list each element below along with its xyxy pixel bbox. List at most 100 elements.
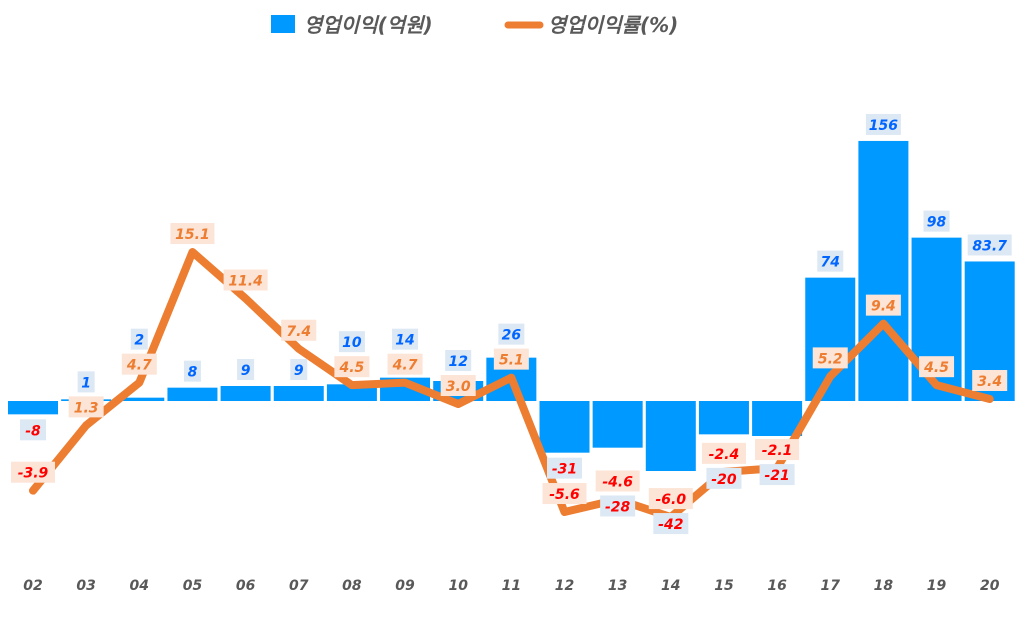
bar-label-06-bg xyxy=(237,358,255,380)
bar-label-02-bg xyxy=(20,419,46,441)
legend-bar-swatch xyxy=(271,15,295,33)
bar-07 xyxy=(273,385,324,401)
bar-label-15-bg xyxy=(706,467,742,489)
x-tick-10: 10 xyxy=(448,578,468,594)
line-label-17-text: 5.2 xyxy=(818,351,843,367)
bar-label-14-bg xyxy=(653,513,689,535)
line-label-13-text: -4.6 xyxy=(602,474,633,490)
bar-label-14-text: -42 xyxy=(658,517,683,533)
bar-label-20-text: 83.7 xyxy=(972,238,1007,254)
x-tick-06: 06 xyxy=(236,578,256,594)
bar-label-13-bg xyxy=(600,495,636,517)
line-label-15-bg xyxy=(701,442,746,464)
line-label-15: -2.4 xyxy=(701,442,746,464)
line-label-10-text: 3.0 xyxy=(446,379,471,395)
line-label-03-text: 1.3 xyxy=(74,400,99,416)
line-label-18-bg xyxy=(865,294,901,316)
bar-05 xyxy=(167,387,218,401)
line-label-02-text: -3.9 xyxy=(18,466,49,482)
x-axis-ticks: 02 03 04 05 06 07 08 09 10 11 12 13 14 15 16 17 18 19 20 xyxy=(23,578,999,594)
line-profit-margin xyxy=(29,248,994,522)
line-label-16-text: -2.1 xyxy=(762,443,793,459)
x-tick-17: 17 xyxy=(821,578,841,594)
bar-12 xyxy=(539,401,590,453)
line-label-14-bg xyxy=(648,488,693,510)
line-label-11-bg xyxy=(493,348,529,370)
line-label-04-bg xyxy=(121,353,157,375)
legend: 영업이익(억원) 영업이익률(%) xyxy=(271,13,678,37)
x-tick-03: 03 xyxy=(76,578,95,594)
line-label-04-text: 4.7 xyxy=(126,358,152,374)
bar-label-08: 10 xyxy=(338,331,365,353)
bar-label-19: 98 xyxy=(923,210,950,232)
line-label-19-text: 4.5 xyxy=(923,360,949,376)
bar-label-12-bg xyxy=(547,457,582,479)
x-tick-14: 14 xyxy=(661,578,680,594)
x-tick-20: 20 xyxy=(980,578,1000,594)
line-label-10-bg xyxy=(440,375,476,397)
bar-label-14: -42 xyxy=(653,513,689,535)
bar-label-05-text: 8 xyxy=(188,365,198,381)
line-label-20: 3.4 xyxy=(972,369,1008,391)
x-tick-15: 15 xyxy=(714,578,734,594)
line-label-17: 5.2 xyxy=(812,347,848,369)
bar-label-09-bg xyxy=(392,328,419,350)
bar-label-11-bg xyxy=(498,323,525,345)
x-tick-19: 19 xyxy=(927,578,947,594)
bar-label-16: -21 xyxy=(759,464,795,486)
line-label-12-bg xyxy=(542,483,587,505)
bar-label-18-text: 156 xyxy=(869,118,898,134)
line-label-05-bg xyxy=(170,223,215,245)
line-label-08-bg xyxy=(334,356,370,378)
bar-06 xyxy=(220,385,271,401)
bar-label-04: 2 xyxy=(130,328,148,350)
bar-label-20: 83.7 xyxy=(967,234,1012,256)
bar-label-07: 9 xyxy=(290,358,308,380)
line-label-09: 4.7 xyxy=(387,353,423,375)
line-label-19: 4.5 xyxy=(919,356,955,378)
bar-label-20-bg xyxy=(967,234,1012,256)
bar-label-11: 26 xyxy=(498,323,525,345)
line-series xyxy=(29,248,994,522)
bar-02 xyxy=(8,401,58,415)
bar-label-03-text: 1 xyxy=(81,375,91,391)
line-label-07-text: 7.4 xyxy=(286,324,311,340)
bar-18 xyxy=(858,140,909,401)
bar-series xyxy=(8,140,1015,472)
line-label-16: -2.1 xyxy=(755,439,800,461)
line-label-15-text: -2.4 xyxy=(709,447,740,463)
x-tick-07: 07 xyxy=(289,578,309,594)
bar-label-04-bg xyxy=(130,328,148,350)
bar-13 xyxy=(592,401,643,448)
bar-label-06: 9 xyxy=(237,358,255,380)
x-tick-13: 13 xyxy=(608,578,627,594)
line-label-09-text: 4.7 xyxy=(392,358,418,374)
x-tick-18: 18 xyxy=(874,578,894,594)
bar-label-18-bg xyxy=(865,113,901,135)
bar-label-17-text: 74 xyxy=(821,255,840,271)
bar-label-17: 74 xyxy=(817,250,844,272)
line-label-18-text: 9.4 xyxy=(871,299,896,315)
bar-label-19-bg xyxy=(923,210,950,232)
bar-label-11-text: 26 xyxy=(502,328,522,344)
line-label-06-text: 11.4 xyxy=(228,274,263,290)
bar-label-04-text: 2 xyxy=(134,333,144,349)
bar-label-15: -20 xyxy=(706,467,742,489)
bar-label-09: 14 xyxy=(392,328,419,350)
x-tick-04: 04 xyxy=(130,578,149,594)
line-label-11-text: 5.1 xyxy=(499,353,524,369)
line-label-19-bg xyxy=(919,356,955,378)
line-label-11: 5.1 xyxy=(493,348,529,370)
line-label-13-bg xyxy=(595,470,640,492)
x-tick-12: 12 xyxy=(555,578,574,594)
bar-label-18: 156 xyxy=(865,113,901,135)
x-tick-02: 02 xyxy=(23,578,42,594)
bar-label-12: -31 xyxy=(547,457,582,479)
line-label-05: 15.1 xyxy=(170,223,215,245)
bar-04 xyxy=(114,397,165,401)
line-label-12: -5.6 xyxy=(542,483,587,505)
bar-label-02-text: -8 xyxy=(25,423,41,439)
bar-label-05-bg xyxy=(183,360,201,382)
bar-label-03-bg xyxy=(77,371,95,393)
